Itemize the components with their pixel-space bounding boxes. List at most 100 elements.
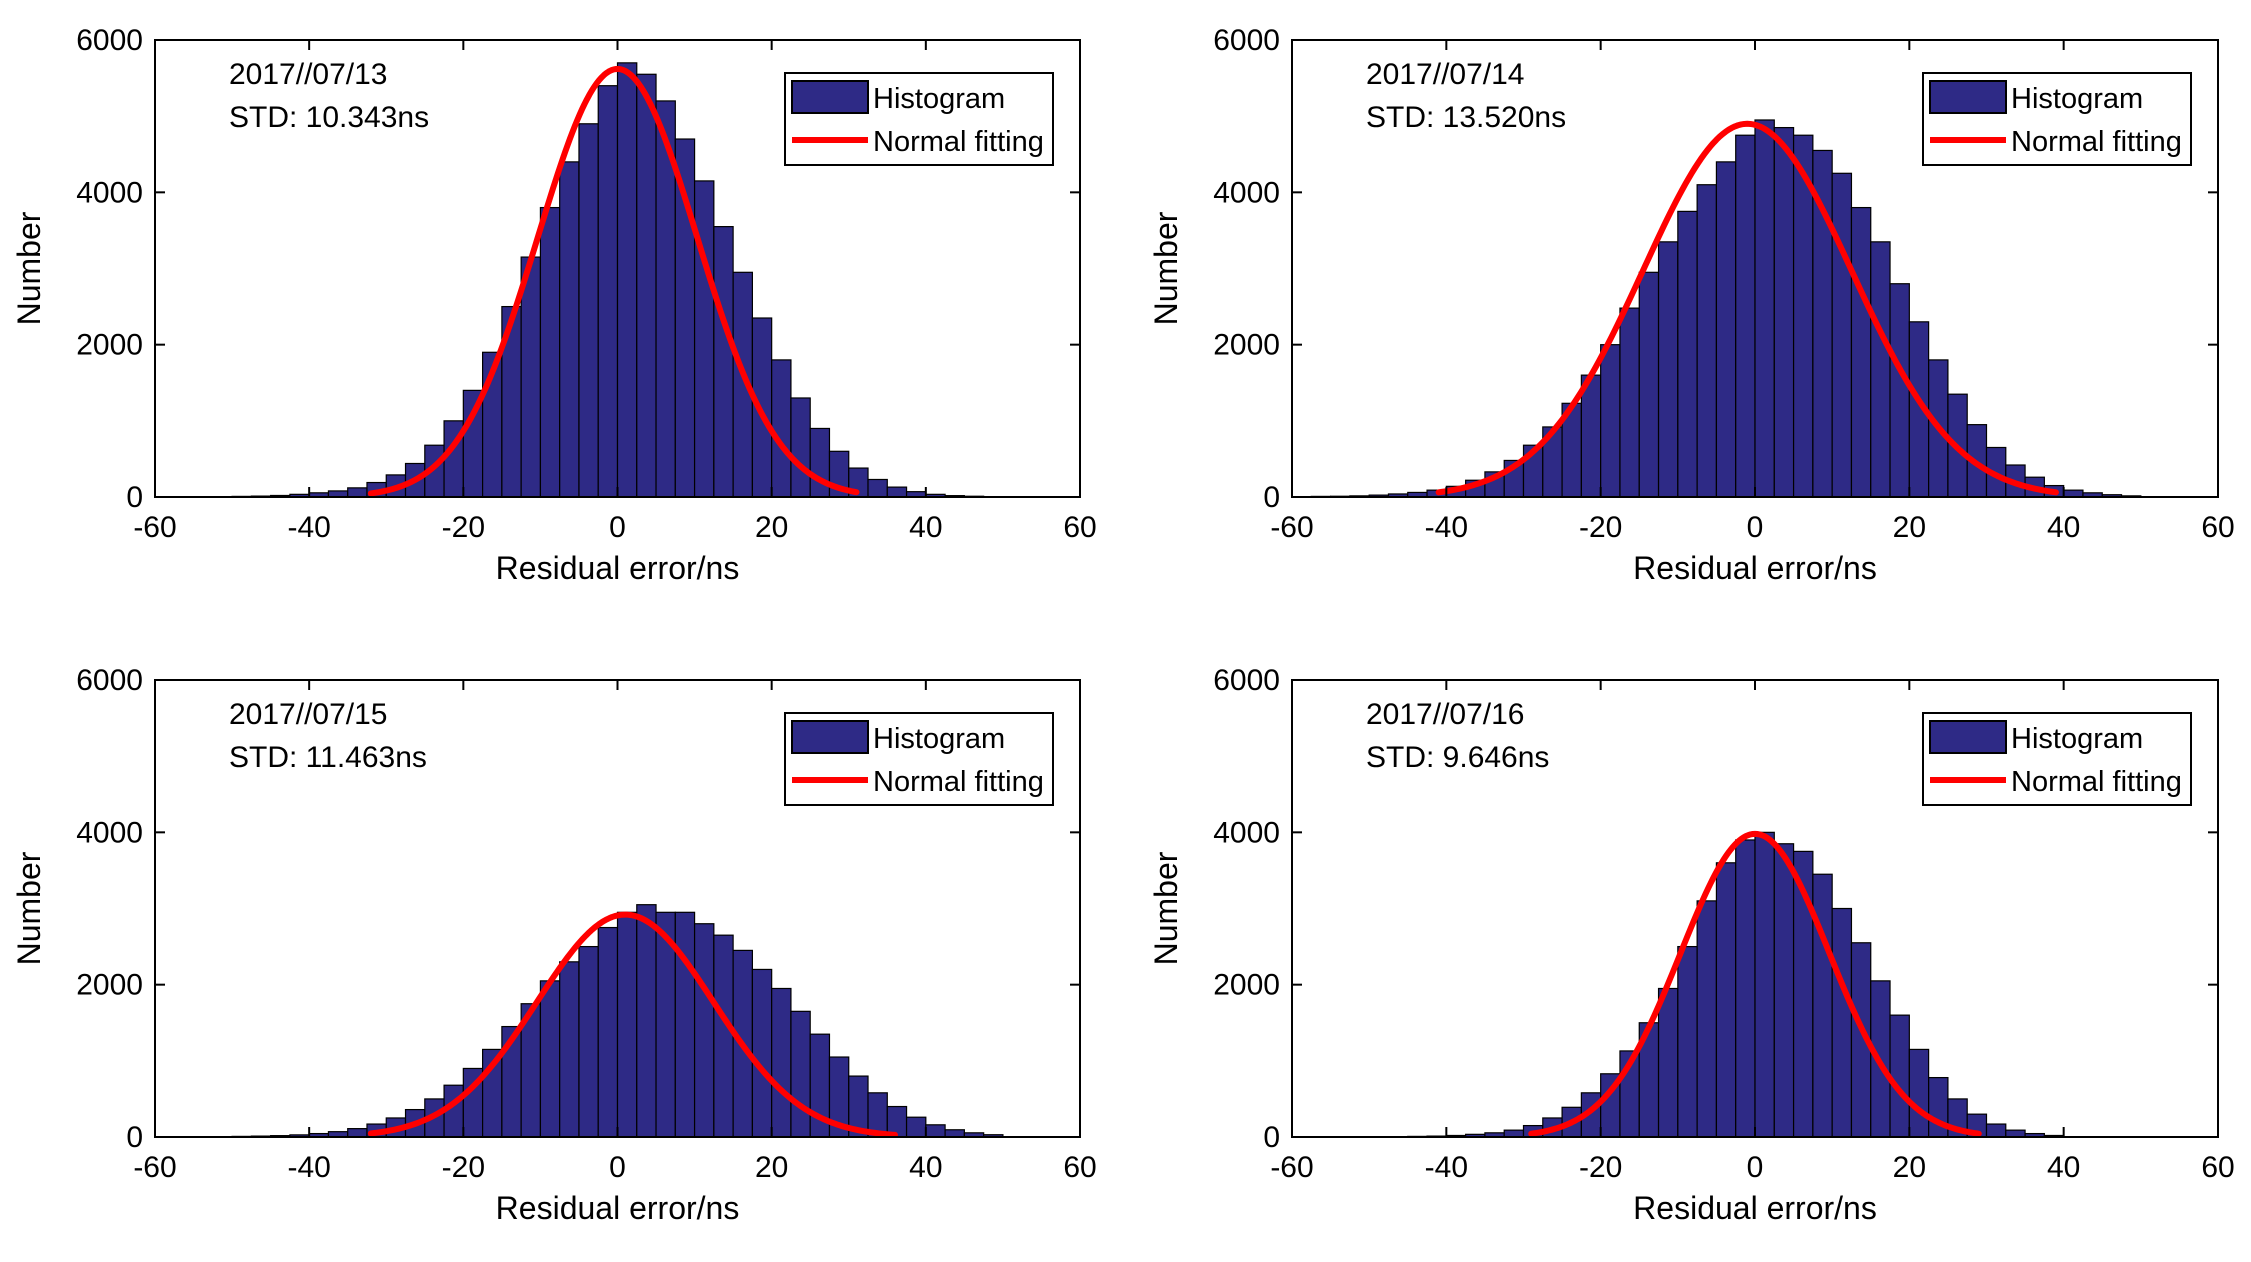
histogram-bar bbox=[751, 968, 773, 1138]
x-axis-ticks: -60 -40 -20 0 20 40 60 bbox=[1270, 40, 2235, 544]
histogram-bar bbox=[1503, 1129, 1525, 1138]
histogram-bar bbox=[1715, 862, 1737, 1138]
chart-panel-2017-07-14: -60 -40 -20 0 20 40 60 0 2000 4000 6000 Residual … bbox=[1148, 24, 2235, 586]
histogram-bar bbox=[1657, 241, 1679, 498]
y-axis-ticks: 0 2000 4000 6000 bbox=[76, 664, 1080, 1154]
histogram-bar bbox=[1773, 843, 1795, 1138]
y-tick-label: 6000 bbox=[1213, 24, 1280, 57]
chart-panel-2017-07-16: -60 -40 -20 0 20 40 60 0 2000 4000 6000 Residual … bbox=[1148, 664, 2235, 1226]
histogram-bar bbox=[1754, 119, 1775, 498]
x-tick-label: 0 bbox=[609, 1151, 626, 1184]
y-tick-label: 6000 bbox=[76, 664, 143, 697]
y-axis-label: Number bbox=[1148, 211, 1184, 325]
histogram-bar bbox=[636, 73, 657, 498]
histogram-bar bbox=[1619, 307, 1640, 498]
x-tick-label: -40 bbox=[1425, 1151, 1468, 1184]
annotation-date: 2017//07/16 bbox=[1366, 698, 1524, 731]
y-axis-ticks: 0 2000 4000 6000 bbox=[1213, 24, 2218, 514]
histogram-bar bbox=[1677, 210, 1698, 498]
normal-fit-curve bbox=[367, 65, 860, 497]
y-tick-label: 2000 bbox=[1213, 329, 1280, 362]
y-tick-label: 0 bbox=[126, 1121, 143, 1154]
histogram-bar bbox=[713, 226, 734, 498]
x-tick-label: -60 bbox=[133, 511, 176, 544]
x-tick-label: 60 bbox=[2201, 1151, 2234, 1184]
x-axis-label: Residual error/ns bbox=[1633, 550, 1877, 586]
histogram-bar bbox=[1850, 206, 1872, 498]
histogram-bar bbox=[578, 945, 599, 1138]
histogram-bar bbox=[616, 911, 638, 1138]
annotation-std: STD: 11.463ns bbox=[229, 741, 427, 774]
histogram-bar bbox=[1889, 1014, 1910, 1138]
histogram-bar bbox=[597, 85, 619, 498]
histogram-bar bbox=[886, 486, 908, 498]
histogram-bar bbox=[771, 359, 792, 498]
normal-fit-curve bbox=[1528, 830, 1982, 1137]
histogram-bar bbox=[636, 904, 657, 1138]
x-tick-label: 20 bbox=[1893, 511, 1926, 544]
y-tick-label: 4000 bbox=[1213, 176, 1280, 209]
x-tick-label: 60 bbox=[1063, 511, 1096, 544]
annotation-date: 2017//07/14 bbox=[1366, 58, 1524, 91]
histogram-bars bbox=[1310, 119, 2142, 498]
histogram-bar bbox=[674, 911, 696, 1138]
histogram-bars bbox=[1387, 831, 2065, 1138]
x-axis-label: Residual error/ns bbox=[1633, 1190, 1877, 1226]
legend-fit-label: Normal fitting bbox=[873, 126, 1044, 158]
histogram-bar bbox=[790, 397, 811, 498]
histogram-bar bbox=[809, 427, 831, 498]
legend-histogram-label: Histogram bbox=[2011, 723, 2143, 755]
annotation-std: STD: 9.646ns bbox=[1366, 741, 1549, 774]
y-axis-label: Number bbox=[1148, 851, 1184, 965]
annotation-date: 2017//07/13 bbox=[229, 58, 387, 91]
legend-histogram-swatch bbox=[791, 720, 869, 754]
x-tick-label: -40 bbox=[287, 511, 330, 544]
histogram-bar bbox=[347, 487, 368, 498]
x-tick-label: -60 bbox=[1270, 1151, 1313, 1184]
histogram-bar bbox=[347, 1128, 368, 1138]
histogram-bar bbox=[1580, 374, 1602, 498]
histogram-bar bbox=[539, 206, 561, 498]
x-axis-label: Residual error/ns bbox=[496, 550, 740, 586]
y-tick-label: 2000 bbox=[1213, 969, 1280, 1002]
histogram-bar bbox=[790, 1010, 811, 1138]
annotation-std: STD: 13.520ns bbox=[1366, 101, 1566, 134]
histogram-bar bbox=[1889, 283, 1910, 498]
chart-panel-2017-07-15: -60 -40 -20 0 20 40 60 0 2000 4000 6000 Residual … bbox=[11, 664, 1097, 1226]
histogram-bar bbox=[925, 1124, 946, 1138]
histogram-bar bbox=[1754, 831, 1775, 1138]
histogram-bar bbox=[1735, 134, 1756, 498]
histogram-bar bbox=[559, 161, 580, 498]
y-axis-ticks: 0 2000 4000 6000 bbox=[76, 24, 1080, 514]
y-tick-label: 6000 bbox=[76, 24, 143, 57]
histogram-bar bbox=[1831, 172, 1853, 498]
histogram-bar bbox=[693, 923, 715, 1138]
histogram-bar bbox=[1735, 839, 1756, 1138]
y-tick-label: 0 bbox=[1263, 1121, 1280, 1154]
x-axis-ticks: -60 -40 -20 0 20 40 60 bbox=[133, 680, 1097, 1184]
x-tick-label: 40 bbox=[909, 1151, 942, 1184]
y-tick-label: 4000 bbox=[1213, 816, 1280, 849]
histogram-bar bbox=[1696, 184, 1718, 498]
histogram-bar bbox=[597, 926, 619, 1138]
histogram-bar bbox=[539, 980, 561, 1138]
y-axis-label: Number bbox=[11, 851, 47, 965]
x-tick-label: -40 bbox=[1425, 511, 1468, 544]
histogram-bars bbox=[212, 904, 1004, 1138]
legend-histogram-label: Histogram bbox=[873, 723, 1005, 755]
histogram-bar bbox=[1715, 161, 1737, 498]
histogram-bar bbox=[1677, 945, 1698, 1138]
histogram-bar bbox=[1696, 900, 1718, 1138]
x-tick-label: -20 bbox=[1579, 511, 1622, 544]
x-tick-label: 60 bbox=[1063, 1151, 1096, 1184]
x-tick-label: -60 bbox=[1270, 511, 1313, 544]
x-tick-label: 0 bbox=[1747, 511, 1764, 544]
x-tick-label: -20 bbox=[442, 1151, 485, 1184]
histogram-bar bbox=[944, 1129, 965, 1138]
x-tick-label: 0 bbox=[609, 511, 626, 544]
x-tick-label: -40 bbox=[287, 1151, 330, 1184]
y-tick-label: 2000 bbox=[76, 969, 143, 1002]
legend-histogram-label: Histogram bbox=[873, 83, 1005, 115]
histogram-bar bbox=[616, 62, 638, 498]
